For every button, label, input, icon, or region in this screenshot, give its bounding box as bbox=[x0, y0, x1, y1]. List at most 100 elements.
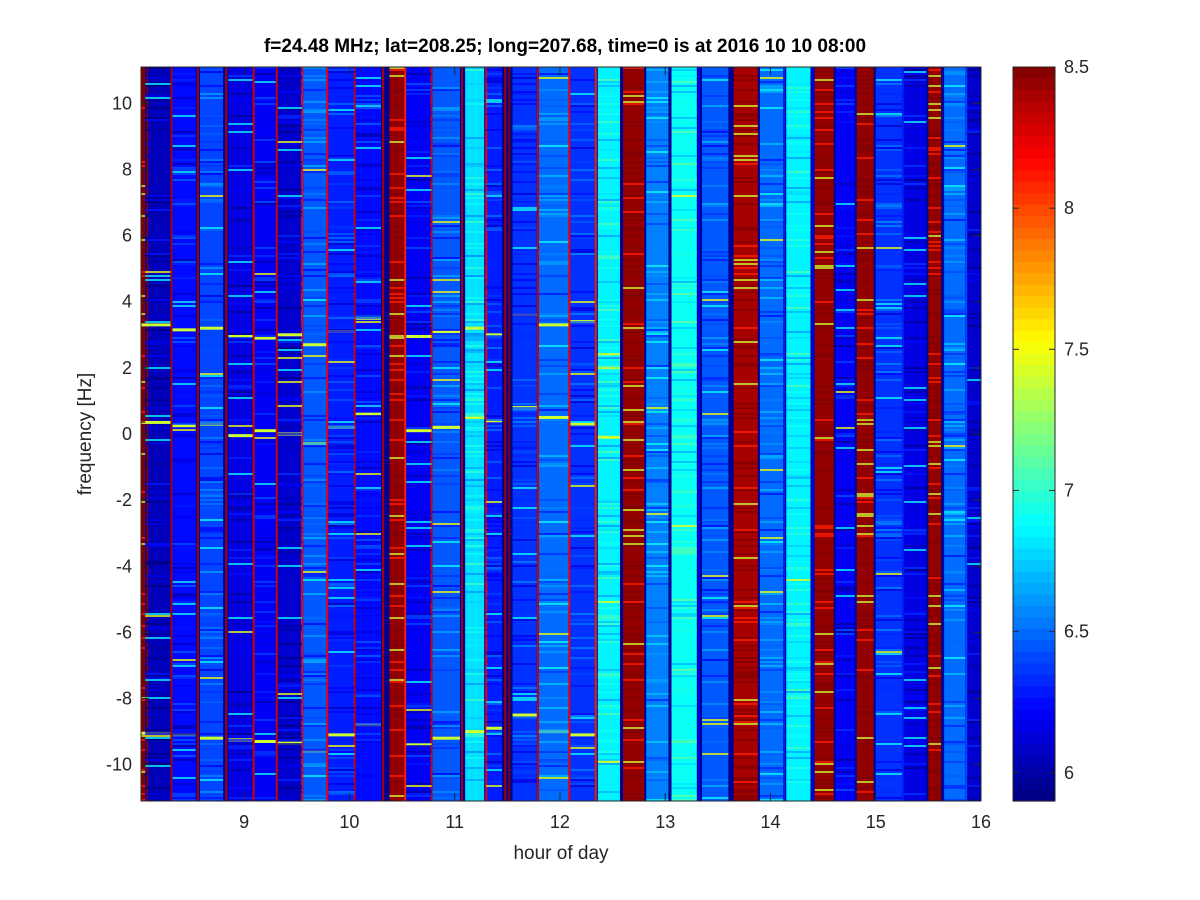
texture-streak bbox=[835, 495, 855, 497]
texture-streak bbox=[928, 719, 941, 721]
texture-streak bbox=[944, 717, 966, 719]
texture-streak bbox=[875, 175, 903, 177]
texture-streak bbox=[303, 415, 327, 417]
texture-streak bbox=[141, 657, 146, 659]
texture-streak bbox=[172, 731, 196, 733]
texture-streak bbox=[172, 447, 196, 449]
texture-streak bbox=[875, 661, 903, 663]
texture-streak bbox=[172, 145, 196, 147]
texture-streak bbox=[141, 615, 146, 617]
texture-streak bbox=[759, 521, 784, 523]
texture-streak bbox=[671, 491, 697, 493]
texture-streak bbox=[465, 505, 485, 507]
texture-streak bbox=[199, 133, 224, 135]
texture-streak bbox=[733, 345, 758, 347]
texture-streak bbox=[759, 655, 784, 657]
texture-streak bbox=[228, 121, 253, 123]
texture-streak bbox=[328, 687, 355, 689]
texture-streak bbox=[835, 459, 855, 461]
texture-streak bbox=[814, 717, 834, 719]
texture-streak bbox=[328, 533, 355, 535]
texture-streak bbox=[570, 491, 595, 493]
texture-streak bbox=[432, 361, 460, 363]
texture-streak bbox=[814, 321, 834, 323]
texture-streak bbox=[904, 465, 927, 467]
texture-streak bbox=[944, 785, 966, 787]
texture-streak bbox=[597, 751, 620, 753]
texture-streak bbox=[145, 399, 171, 401]
texture-streak bbox=[623, 689, 645, 691]
texture-streak bbox=[733, 75, 758, 77]
texture-streak bbox=[904, 301, 927, 303]
texture-streak bbox=[432, 143, 460, 145]
texture-streak bbox=[355, 497, 381, 499]
texture-streak bbox=[254, 247, 276, 249]
texture-streak bbox=[389, 355, 405, 357]
texture-streak bbox=[967, 133, 981, 135]
texture-streak bbox=[328, 445, 355, 447]
colorbar-segment bbox=[1013, 158, 1055, 171]
texture-streak bbox=[538, 409, 569, 411]
texture-streak bbox=[486, 653, 503, 655]
texture-streak bbox=[277, 551, 303, 553]
texture-streak bbox=[303, 251, 327, 253]
colorbar-segment bbox=[1013, 307, 1055, 320]
texture-streak bbox=[646, 223, 669, 225]
texture-streak bbox=[570, 715, 595, 717]
texture-streak bbox=[406, 113, 432, 115]
texture-streak bbox=[786, 673, 811, 675]
texture-streak bbox=[944, 453, 966, 455]
texture-streak bbox=[328, 463, 355, 465]
texture-streak bbox=[967, 377, 981, 379]
texture-streak bbox=[432, 155, 460, 157]
texture-streak bbox=[389, 695, 405, 697]
texture-streak bbox=[967, 563, 981, 565]
texture-streak bbox=[303, 275, 327, 277]
texture-streak bbox=[733, 715, 758, 717]
time-column bbox=[486, 67, 503, 801]
texture-streak bbox=[733, 461, 758, 463]
texture-streak bbox=[597, 149, 620, 151]
texture-streak bbox=[228, 745, 253, 747]
texture-streak bbox=[328, 633, 355, 635]
spectral-line bbox=[277, 333, 303, 337]
texture-streak bbox=[486, 199, 503, 201]
texture-streak bbox=[355, 563, 381, 565]
texture-streak bbox=[623, 95, 645, 97]
texture-streak bbox=[904, 533, 927, 535]
texture-streak bbox=[733, 789, 758, 791]
texture-streak bbox=[199, 593, 224, 595]
texture-streak bbox=[702, 579, 729, 581]
texture-streak bbox=[944, 149, 966, 151]
texture-streak bbox=[856, 185, 874, 187]
texture-streak bbox=[277, 503, 303, 505]
texture-streak bbox=[928, 583, 941, 585]
texture-streak bbox=[570, 613, 595, 615]
texture-streak bbox=[904, 81, 927, 83]
texture-streak bbox=[141, 785, 146, 787]
texture-streak bbox=[486, 335, 503, 337]
texture-streak bbox=[875, 431, 903, 433]
colorbar-segment bbox=[1013, 250, 1055, 263]
texture-streak bbox=[254, 407, 276, 409]
texture-streak bbox=[702, 127, 729, 129]
texture-streak bbox=[904, 735, 927, 737]
texture-streak bbox=[228, 395, 253, 397]
texture-streak bbox=[875, 783, 903, 785]
texture-streak bbox=[389, 301, 405, 303]
texture-streak bbox=[277, 433, 303, 435]
texture-streak bbox=[646, 299, 669, 301]
texture-streak bbox=[570, 777, 595, 779]
texture-streak bbox=[389, 607, 405, 609]
texture-streak bbox=[646, 799, 669, 801]
texture-streak bbox=[702, 135, 729, 137]
texture-streak bbox=[432, 237, 460, 239]
texture-streak bbox=[786, 171, 811, 173]
texture-streak bbox=[406, 595, 432, 597]
texture-streak bbox=[389, 91, 405, 93]
texture-streak bbox=[277, 519, 303, 521]
texture-streak bbox=[944, 589, 966, 591]
texture-streak bbox=[856, 113, 874, 115]
texture-streak bbox=[141, 569, 146, 571]
texture-streak bbox=[328, 315, 355, 317]
